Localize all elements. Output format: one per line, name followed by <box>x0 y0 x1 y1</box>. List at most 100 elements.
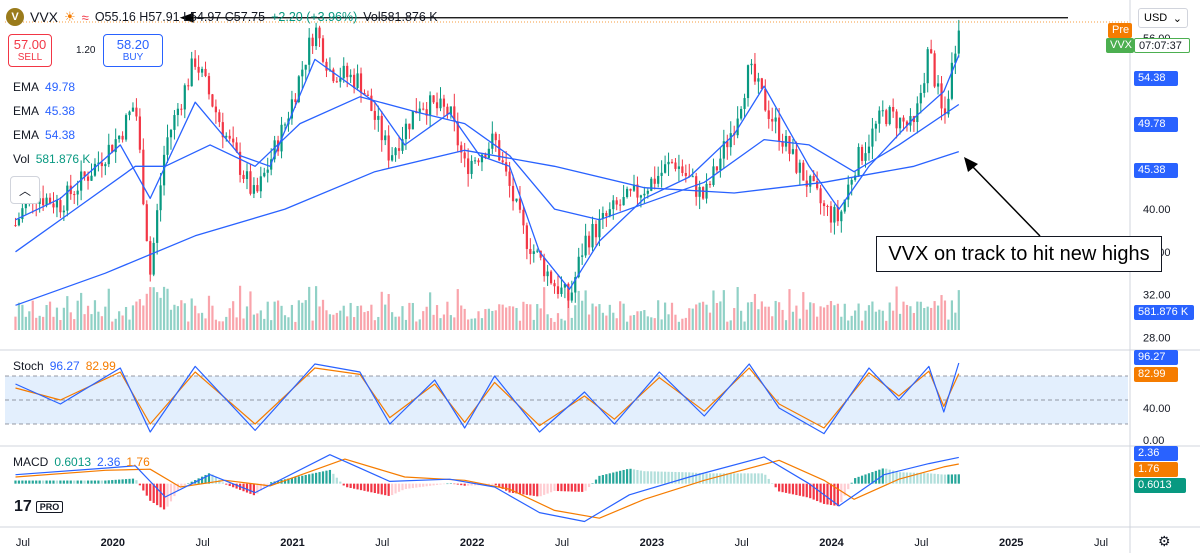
macd-histogram-bar <box>24 480 27 484</box>
gear-icon[interactable]: ⚙ <box>1158 533 1171 549</box>
volume-price-label: 581.876 K <box>1134 305 1194 320</box>
candle-body <box>411 110 414 130</box>
volume-bar <box>401 306 404 330</box>
candle-body <box>601 213 604 219</box>
macd-histogram-bar <box>166 483 169 507</box>
candle-body <box>86 176 90 181</box>
macd-histogram-bar <box>885 468 888 484</box>
wave-icon[interactable]: ≈ <box>81 9 89 25</box>
macd-histogram-bar <box>871 472 874 484</box>
volume-bar <box>387 294 390 330</box>
volume-bar <box>722 290 725 330</box>
symbol-name[interactable]: VVX <box>30 9 59 25</box>
currency-selector[interactable]: USD ⌄ <box>1138 8 1188 28</box>
macd-histogram-bar <box>619 470 622 484</box>
ema1-legend[interactable]: EMA 49.78 <box>13 80 75 94</box>
macd-histogram-bar <box>38 480 41 484</box>
volume-bar <box>152 287 155 330</box>
macd-histogram-bar <box>643 471 646 484</box>
candle-body <box>698 187 701 197</box>
collapse-legend-button[interactable]: ︿ <box>10 176 40 204</box>
candle-body <box>14 225 17 227</box>
ema2-legend[interactable]: EMA 45.38 <box>13 104 75 118</box>
volume-bar <box>560 318 563 330</box>
macd-histogram-bar <box>69 480 72 484</box>
volume-bar <box>100 316 103 330</box>
candle-body <box>100 162 103 167</box>
macd-histogram-bar <box>601 475 604 484</box>
candle-body <box>145 204 148 242</box>
macd-histogram-bar <box>138 483 141 486</box>
candle-body <box>750 63 753 66</box>
volume-bar <box>294 321 297 330</box>
candle-body <box>332 69 335 82</box>
candle-body <box>587 235 591 248</box>
macd-histogram-bar <box>107 480 110 484</box>
volume-bar <box>342 305 345 330</box>
candle-body <box>142 149 145 205</box>
macd-histogram-bar <box>470 483 473 486</box>
candle-body <box>422 108 425 110</box>
volume-bar <box>864 310 867 330</box>
candle-body <box>62 210 65 213</box>
volume-legend[interactable]: Vol 581.876 K <box>13 152 90 166</box>
candle-body <box>238 151 242 175</box>
volume-bar <box>107 288 110 330</box>
volume-bar <box>809 302 812 330</box>
volume-bar <box>684 317 687 330</box>
candle-body <box>45 197 48 206</box>
macd-histogram-bar <box>833 483 836 506</box>
time-tick-label: Jul <box>555 537 569 549</box>
candle-body <box>567 283 570 301</box>
volume-bar <box>719 301 722 330</box>
sun-icon[interactable]: ☀ <box>64 9 76 24</box>
candle-body <box>864 153 867 161</box>
macd-legend[interactable]: MACD 0.6013 2.36 1.76 <box>13 455 150 469</box>
macd-histogram-bar <box>290 477 294 484</box>
annotation-callout[interactable]: VVX on track to hit new highs <box>876 236 1162 272</box>
candle-body <box>477 160 480 163</box>
candle-body <box>48 197 52 204</box>
ema3-legend[interactable]: EMA 54.38 <box>13 128 75 142</box>
sell-button[interactable]: 57.00 SELL <box>8 34 52 67</box>
volume-bar <box>404 319 408 330</box>
volume-bar <box>456 289 459 330</box>
buy-button[interactable]: 58.20 BUY <box>103 34 163 67</box>
macd-histogram-bar <box>86 480 90 484</box>
macd-histogram-bar <box>615 471 618 484</box>
volume-bar <box>646 316 649 330</box>
stoch-legend[interactable]: Stoch 96.27 82.99 <box>13 359 116 373</box>
macd-histogram-bar <box>646 471 649 484</box>
candle-body <box>532 251 535 254</box>
candle-body <box>598 218 601 238</box>
volume-bar <box>601 312 604 330</box>
volume-bar <box>252 314 256 330</box>
volume-bar <box>429 292 432 330</box>
candle-body <box>397 148 401 151</box>
candle-body <box>892 107 895 112</box>
volume-bar <box>867 305 871 330</box>
volume-bar <box>850 315 853 330</box>
volume-bar <box>650 317 653 330</box>
volume-bar <box>463 308 466 330</box>
macd-histogram-bar <box>760 473 763 484</box>
macd-histogram-bar <box>200 476 204 484</box>
volume-bar <box>795 305 798 330</box>
macd-histogram-bar <box>916 472 919 484</box>
volume-bar <box>660 319 663 330</box>
candle-body <box>677 166 681 169</box>
volume-bar <box>221 321 224 330</box>
macd-line-price-label: 2.36 <box>1134 446 1178 461</box>
candle-body <box>798 162 801 173</box>
macd-histogram-bar <box>657 471 660 484</box>
candle-body <box>670 161 674 163</box>
volume-bar <box>733 308 736 330</box>
candle-body <box>556 286 560 294</box>
macd-histogram-bar <box>778 483 781 492</box>
macd-histogram-bar <box>505 483 508 491</box>
volume-bar <box>539 308 542 330</box>
volume-bar <box>629 315 632 330</box>
candle-body <box>124 115 128 140</box>
macd-histogram-bar <box>788 483 791 494</box>
